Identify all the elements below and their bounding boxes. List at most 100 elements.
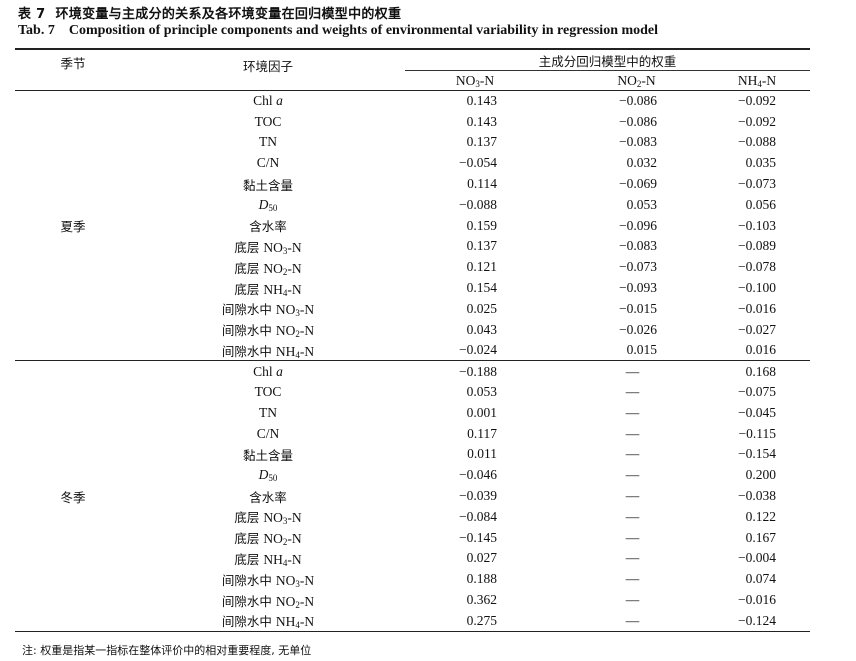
table-title-cn: 表 7 环境变量与主成分的关系及各环境变量在回归模型中的权重 bbox=[18, 3, 401, 22]
weight-cell-no2-n: — bbox=[625, 384, 640, 400]
weight-cell-no2-n: — bbox=[625, 529, 640, 545]
subscript: 3 bbox=[295, 308, 300, 319]
weight-cell-no3-n: −0.088 bbox=[459, 196, 497, 212]
chinese-text: 底层 bbox=[234, 239, 264, 255]
text: NH bbox=[737, 72, 758, 88]
weight-cell-nh4-n: −0.016 bbox=[738, 300, 776, 316]
weight-cell-no3-n: 0.043 bbox=[466, 321, 497, 337]
factor-cell: 底层 NO2-N bbox=[131, 527, 405, 548]
table-row: 底层 NH4-N 0.154 −0.093 −0.100 bbox=[15, 278, 810, 299]
text: -N bbox=[641, 72, 656, 88]
weight-cell-no3-n: 0.154 bbox=[466, 280, 497, 296]
weight-cell-nh4-n: −0.115 bbox=[738, 425, 777, 441]
weight-cell-no3-n: 0.362 bbox=[466, 592, 497, 608]
text: -N bbox=[299, 614, 315, 630]
table-row: TN 0.137 −0.083 −0.088 bbox=[15, 132, 810, 153]
text: NH bbox=[275, 614, 296, 630]
subscript: 4 bbox=[282, 557, 288, 568]
table-row: TOC 0.053 — −0.075 bbox=[15, 382, 810, 403]
weight-cell-no3-n: 0.001 bbox=[466, 404, 497, 420]
weight-cell-nh4-n: −0.073 bbox=[738, 176, 776, 192]
chinese-text: 间隙水中 bbox=[221, 614, 276, 630]
chinese-text: 底层 bbox=[234, 281, 264, 297]
table-row: 间隙水中 NH4-N −0.024 0.015 0.016 bbox=[15, 340, 810, 361]
text: NH bbox=[263, 551, 283, 567]
table-row: 含水率 0.159 −0.096 −0.103 bbox=[15, 215, 810, 236]
weight-cell-no2-n: −0.093 bbox=[619, 280, 657, 296]
weight-cell-nh4-n: 0.168 bbox=[700, 360, 810, 382]
table-row: 底层 NO3-N 0.137 −0.083 −0.089 bbox=[15, 236, 810, 257]
text: -N bbox=[287, 551, 302, 567]
weight-cell-nh4-n: 0.016 bbox=[745, 342, 776, 358]
weight-cell-nh4-n: −0.078 bbox=[738, 259, 776, 275]
factor-cell: 黏土含量 bbox=[131, 174, 405, 195]
text: -N bbox=[479, 72, 495, 88]
chinese-text: 黏土含量 bbox=[242, 177, 293, 193]
factor-cell: 间隙水中 NH4-N bbox=[131, 610, 405, 631]
text: C/N bbox=[256, 155, 280, 171]
table-row: 夏季 Chl a 0.143 −0.086 −0.092 bbox=[15, 91, 810, 234]
table-title-en: Tab. 7 Composition of principle component… bbox=[18, 23, 658, 39]
text: C/N bbox=[256, 425, 280, 441]
weight-cell-no2-n: 0.053 bbox=[626, 196, 657, 212]
text: NO bbox=[617, 72, 637, 88]
weight-cell-no2-n: — bbox=[625, 467, 640, 483]
weight-cell-nh4-n: −0.154 bbox=[738, 446, 776, 462]
weight-cell-no2-n: −0.086 bbox=[619, 113, 657, 129]
italic-symbol: a bbox=[276, 363, 283, 379]
text: NO bbox=[275, 593, 296, 609]
weight-cell-no3-n: 0.159 bbox=[466, 217, 497, 233]
header-season: 季节 bbox=[60, 56, 86, 71]
weight-cell-no2-n: −0.083 bbox=[619, 238, 657, 254]
weight-cell-no2-n: 0.032 bbox=[626, 155, 657, 171]
subscript: 3 bbox=[282, 516, 288, 527]
subscript: 2 bbox=[295, 329, 300, 340]
table-row: 底层 NO3-N −0.084 — 0.122 bbox=[15, 506, 810, 527]
table-row: 黏土含量 0.011 — −0.154 bbox=[15, 444, 810, 465]
factor-cell: 底层 NO3-N bbox=[131, 506, 405, 527]
table-row: 间隙水中 NO3-N 0.025 −0.015 −0.016 bbox=[15, 298, 810, 319]
chinese-text: 底层 bbox=[234, 260, 264, 276]
factor-cell: 间隙水中 NH4-N bbox=[131, 340, 405, 361]
weight-cell-no3-n: 0.121 bbox=[466, 259, 497, 275]
chinese-text: 含水率 bbox=[249, 219, 287, 235]
subscript: 3 bbox=[475, 78, 480, 89]
factor-cell: 间隙水中 NO3-N bbox=[131, 298, 405, 319]
weight-cell-nh4-n: −0.027 bbox=[738, 321, 776, 337]
weight-cell-nh4-n: −0.016 bbox=[738, 592, 776, 608]
weight-cell-no2-n: −0.096 bbox=[619, 217, 657, 233]
factor-cell: 间隙水中 NO2-N bbox=[131, 319, 405, 340]
weight-cell-no2-n: — bbox=[625, 508, 640, 524]
header-factor: 环境因子 bbox=[242, 59, 293, 74]
subscript: 2 bbox=[282, 537, 288, 548]
factor-cell: D50 bbox=[131, 465, 405, 486]
weight-cell-nh4-n: −0.089 bbox=[738, 238, 776, 254]
weight-cell-no3-n: −0.024 bbox=[459, 342, 497, 358]
factor-cell: 含水率 bbox=[131, 215, 405, 236]
text: NO bbox=[455, 72, 476, 88]
weight-cell-nh4-n: −0.100 bbox=[738, 280, 776, 296]
table-row: 间隙水中 NH4-N 0.275 — −0.124 bbox=[15, 610, 810, 632]
weight-cell-no2-n: — bbox=[625, 404, 640, 420]
factor-cell: TOC bbox=[131, 382, 405, 403]
weight-cell-no3-n: 0.137 bbox=[466, 238, 497, 254]
table-row: 间隙水中 NO3-N 0.188 — 0.074 bbox=[15, 569, 810, 590]
weight-cell-nh4-n: 0.074 bbox=[745, 571, 776, 587]
table-row: 黏土含量 0.114 −0.069 −0.073 bbox=[15, 174, 810, 195]
factor-cell: 间隙水中 NO3-N bbox=[131, 569, 405, 590]
factor-cell: TOC bbox=[131, 111, 405, 132]
table-row: 含水率 −0.039 — −0.038 bbox=[15, 486, 810, 507]
factor-cell: 底层 NO3-N bbox=[131, 236, 405, 257]
italic-symbol: D bbox=[258, 467, 269, 483]
subscript: 3 bbox=[295, 578, 300, 589]
weights-table: 季节 环境因子 主成分回归模型中的权重 NO3-N NO2-N NH4-N 夏季 Ch… bbox=[15, 48, 810, 632]
weight-cell-no3-n: 0.275 bbox=[466, 612, 497, 628]
header-weight-group: 主成分回归模型中的权重 bbox=[405, 49, 810, 71]
weight-cell-no2-n: — bbox=[625, 612, 640, 628]
chinese-text: 间隙水中 bbox=[221, 323, 276, 339]
weight-cell-no2-n: −0.086 bbox=[619, 93, 657, 109]
table-row: TN 0.001 — −0.045 bbox=[15, 402, 810, 423]
text: Chl bbox=[253, 363, 277, 379]
weight-cell-no3-n: 0.053 bbox=[466, 384, 497, 400]
weight-cell-no3-n: 0.117 bbox=[467, 425, 497, 441]
